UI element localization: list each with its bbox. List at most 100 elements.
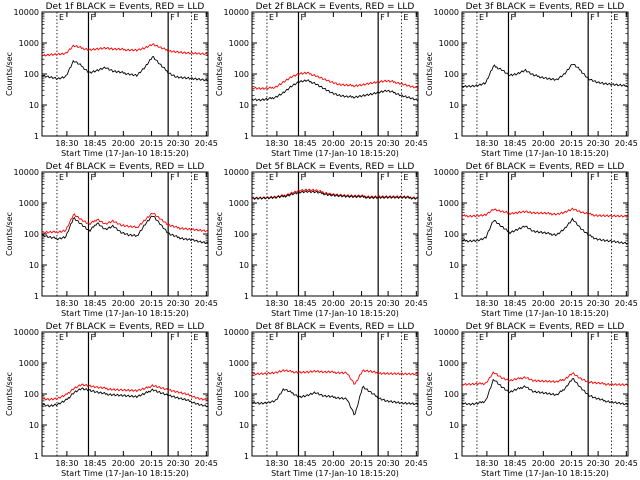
time-marker-label: F (300, 173, 305, 182)
y-tick-label: 10000 (14, 328, 39, 337)
y-tick-label: 100 (234, 70, 249, 79)
panel-title: Det 1f BLACK = Events, RED = LLD (46, 2, 205, 12)
x-tick-label: 20:30 (167, 299, 190, 308)
time-marker-label: E (479, 13, 484, 22)
panel-title: Det 9f BLACK = Events, RED = LLD (466, 322, 625, 332)
y-tick-label: 10 (449, 421, 459, 430)
time-marker-label: F (510, 173, 515, 182)
x-tick-label: 18:30 (55, 139, 78, 148)
time-marker-label: F (170, 173, 175, 182)
x-tick-label: 20:15 (350, 299, 373, 308)
y-tick-label: 1000 (229, 199, 249, 208)
panel-title: Det 5f BLACK = Events, RED = LLD (256, 162, 415, 172)
x-tick-label: 18:30 (55, 299, 78, 308)
x-tick-label: 20:00 (112, 299, 135, 308)
y-tick-label: 10000 (14, 168, 39, 177)
x-tick-label: 18:45 (504, 299, 527, 308)
y-tick-label: 10000 (434, 168, 459, 177)
y-axis-label: Counts/sec (5, 212, 14, 256)
panel-1: Det 1f BLACK = Events, RED = LLD 1 10 100 10… (5, 2, 218, 158)
y-tick-label: 100 (24, 390, 39, 399)
y-tick-label: 10000 (224, 328, 249, 337)
y-tick-label: 1 (454, 292, 459, 301)
y-tick-label: 100 (444, 390, 459, 399)
time-marker-label: F (590, 173, 595, 182)
x-tick-label: 18:30 (265, 459, 288, 468)
lld-series-line (251, 71, 418, 91)
y-tick-label: 10 (449, 101, 459, 110)
y-tick-label: 10000 (14, 8, 39, 17)
x-axis-label: Start Time (17-Jan-10 18:15:20) (61, 149, 189, 158)
x-axis-label: Start Time (17-Jan-10 18:15:20) (271, 469, 399, 478)
y-tick-label: 10000 (224, 8, 249, 17)
x-tick-label: 18:30 (265, 299, 288, 308)
events-series-line (251, 385, 418, 416)
time-marker-label: F (380, 13, 385, 22)
y-tick-label: 10000 (434, 328, 459, 337)
events-series-line (251, 79, 418, 102)
time-marker-label: F (380, 173, 385, 182)
plot-frame (41, 11, 209, 137)
x-axis-label: Start Time (17-Jan-10 18:15:20) (271, 149, 399, 158)
y-tick-label: 1000 (439, 39, 459, 48)
x-tick-label: 20:45 (615, 139, 638, 148)
y-axis-label: Counts/sec (215, 372, 224, 416)
time-marker-label: E (193, 333, 198, 342)
x-tick-label: 20:00 (322, 139, 345, 148)
y-tick-label: 1 (454, 452, 459, 461)
panel-title: Det 8f BLACK = Events, RED = LLD (256, 322, 415, 332)
y-tick-label: 1 (244, 452, 249, 461)
y-tick-label: 1 (34, 132, 39, 141)
y-axis-label: Counts/sec (215, 212, 224, 256)
lld-series-line (41, 212, 208, 234)
x-tick-label: 20:45 (615, 299, 638, 308)
time-marker-label: F (510, 333, 515, 342)
y-tick-label: 1000 (19, 359, 39, 368)
panel-5: Det 5f BLACK = Events, RED = LLD 1 10 100 10… (215, 162, 428, 318)
events-series-line (251, 190, 418, 200)
time-marker-label: F (170, 333, 175, 342)
time-marker-label: E (59, 173, 64, 182)
x-axis-label: Start Time (17-Jan-10 18:15:20) (481, 309, 609, 318)
y-tick-label: 1000 (229, 359, 249, 368)
x-tick-label: 20:30 (167, 139, 190, 148)
y-tick-label: 10 (29, 421, 39, 430)
y-tick-label: 100 (234, 230, 249, 239)
y-tick-label: 100 (234, 390, 249, 399)
x-tick-label: 20:30 (587, 139, 610, 148)
plot-frame (461, 11, 629, 137)
x-tick-label: 20:45 (405, 299, 428, 308)
y-tick-label: 1 (244, 292, 249, 301)
x-tick-label: 18:30 (265, 139, 288, 148)
x-tick-label: 20:45 (405, 459, 428, 468)
x-tick-label: 18:45 (84, 299, 107, 308)
time-marker-label: E (269, 333, 274, 342)
x-tick-label: 18:45 (294, 299, 317, 308)
x-tick-label: 20:00 (112, 139, 135, 148)
x-tick-label: 20:15 (140, 139, 163, 148)
x-tick-label: 18:30 (475, 459, 498, 468)
y-tick-label: 1000 (19, 39, 39, 48)
y-tick-label: 10 (239, 101, 249, 110)
time-marker-label: F (170, 13, 175, 22)
x-tick-label: 18:45 (294, 139, 317, 148)
lld-series-line (461, 371, 628, 387)
time-marker-label: E (269, 13, 274, 22)
time-marker-label: E (479, 173, 484, 182)
y-tick-label: 1000 (439, 359, 459, 368)
time-marker-label: F (300, 333, 305, 342)
x-tick-label: 20:15 (560, 139, 583, 148)
panel-6: Det 6f BLACK = Events, RED = LLD 1 10 100 10… (425, 162, 638, 318)
events-series-line (461, 63, 628, 88)
plot-frame (461, 331, 629, 457)
y-axis-label: Counts/sec (425, 212, 434, 256)
time-marker-label: E (193, 173, 198, 182)
panel-8: Det 8f BLACK = Events, RED = LLD 1 10 100 10… (215, 322, 428, 478)
time-marker-label: F (590, 333, 595, 342)
x-tick-label: 20:45 (615, 459, 638, 468)
panel-9: Det 9f BLACK = Events, RED = LLD 1 10 100 10… (425, 322, 638, 478)
x-tick-label: 20:30 (377, 139, 400, 148)
y-tick-label: 1 (454, 132, 459, 141)
x-tick-label: 18:45 (504, 459, 527, 468)
